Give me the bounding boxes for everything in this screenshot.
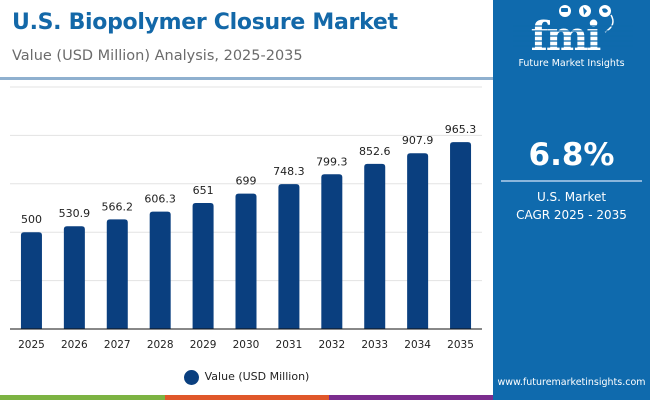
- footer-stripe-purple: [329, 395, 493, 400]
- data-label: 965.3: [445, 123, 477, 136]
- data-label: 606.3: [144, 193, 176, 206]
- bar: [235, 193, 257, 329]
- bar: [20, 232, 42, 329]
- chart-legend: Value (USD Million): [0, 367, 493, 387]
- brand-name: Future Market Insights: [518, 58, 625, 69]
- fmi-logo-letters: fmi: [531, 13, 602, 56]
- x-tick-label: 2025: [18, 339, 45, 351]
- bar: [364, 163, 386, 329]
- cagr-label: U.S. Market CAGR 2025 - 2035: [493, 188, 650, 224]
- data-label: 530.9: [59, 207, 91, 220]
- legend-marker: [183, 369, 199, 385]
- footer-stripe-orange: [165, 395, 329, 400]
- cagr-label-market: U.S. Market: [536, 190, 607, 204]
- x-tick-label: 2030: [233, 339, 260, 351]
- bar: [149, 211, 171, 329]
- legend-label: Value (USD Million): [204, 370, 310, 383]
- cagr-value: 6.8%: [528, 137, 615, 173]
- data-label: 500: [21, 213, 42, 226]
- bar: [321, 174, 343, 329]
- data-label: 566.2: [102, 200, 134, 213]
- website-link[interactable]: www.futuremarketinsights.com: [497, 377, 646, 388]
- data-label: 852.6: [359, 145, 391, 158]
- bar: [63, 226, 85, 329]
- footer-stripe-green: [0, 395, 165, 400]
- x-tick-label: 2027: [104, 339, 131, 351]
- cagr-label-period: CAGR 2025 - 2035: [516, 208, 627, 222]
- chart-header: U.S. Biopolymer Closure Market Value (US…: [0, 0, 493, 78]
- data-label: 907.9: [402, 134, 434, 147]
- data-label: 748.3: [273, 165, 305, 178]
- fmi-logo: fmi: [513, 5, 633, 56]
- x-tick-label: 2035: [447, 339, 474, 351]
- bar: [450, 142, 472, 329]
- bar: [106, 219, 128, 329]
- chart-subtitle: Value (USD Million) Analysis, 2025-2035: [12, 48, 303, 64]
- x-tick-label: 2029: [190, 339, 217, 351]
- chart-plot: 500 2025 530.9 2026 566.2 2027 606.3 2028 651 202…: [10, 86, 482, 351]
- x-tick-label: 2031: [276, 339, 303, 351]
- x-tick-label: 2034: [404, 339, 431, 351]
- chart-title: U.S. Biopolymer Closure Market: [12, 10, 398, 35]
- bar: [192, 202, 214, 329]
- header-divider: [0, 77, 493, 80]
- data-label: 699: [236, 175, 257, 188]
- x-tick-label: 2028: [147, 339, 174, 351]
- x-tick-label: 2033: [361, 339, 388, 351]
- bar: [278, 184, 300, 329]
- cagr-divider: [501, 180, 642, 182]
- x-tick-label: 2026: [61, 339, 88, 351]
- data-label: 799.3: [316, 155, 348, 168]
- info-panel: fmi Future Market Insights 6.8% U.S. Mar…: [493, 0, 650, 400]
- data-label: 651: [193, 184, 214, 197]
- bar-chart: 500 2025 530.9 2026 566.2 2027 606.3 2028 651 202…: [0, 80, 493, 365]
- x-tick-label: 2032: [318, 339, 345, 351]
- bar: [407, 153, 429, 329]
